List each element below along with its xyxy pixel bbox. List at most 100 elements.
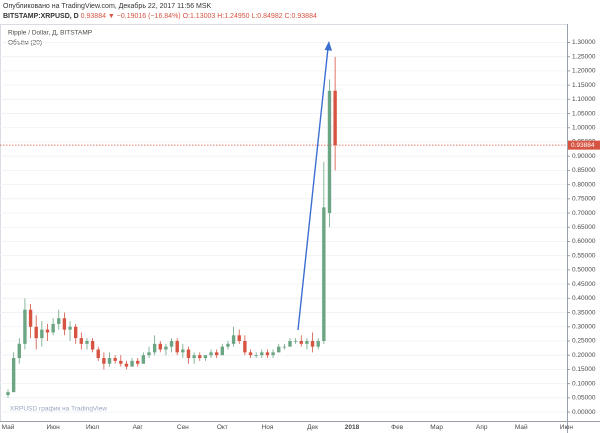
candle-body	[147, 352, 151, 356]
candle-body	[277, 346, 281, 353]
candle-body	[226, 343, 230, 347]
candle-body	[34, 326, 38, 339]
published-note: Опубликовано на TradingView.com, Декабрь…	[3, 2, 212, 10]
x-tick-label: Авг	[133, 424, 144, 431]
candle-body	[73, 326, 78, 339]
candle-body	[305, 340, 309, 344]
y-tick-label: 0.65000	[572, 224, 596, 231]
candle-body	[17, 343, 21, 359]
x-tick-label: Дек	[307, 424, 318, 431]
candle-body	[90, 340, 95, 350]
watermark: XRPUSD график на TradingView	[10, 406, 107, 413]
x-tick-label: Сен	[177, 424, 189, 431]
x-tick-label: Июл	[86, 424, 99, 431]
candle-body	[186, 349, 191, 359]
x-tick-label: Мар	[430, 424, 443, 431]
candle-body	[237, 335, 241, 341]
x-tick-label: Июн	[47, 424, 61, 431]
candle-body	[333, 90, 337, 146]
y-tick-label: 0.75000	[572, 196, 596, 203]
candle-body	[243, 340, 247, 353]
plot-layer: 0.00000 0.05000 0.10000 0.15000 0.20000 0.250…	[0, 39, 600, 431]
candle-body	[68, 326, 72, 330]
candle-body	[158, 343, 162, 350]
y-tick-label: 1.25000	[572, 53, 596, 60]
candle-body	[192, 355, 196, 359]
candle-body	[6, 392, 10, 395]
candle-body	[316, 340, 320, 347]
x-tick-label: Ноя	[262, 424, 274, 431]
candle-body	[28, 309, 33, 327]
y-tick-label: 1.20000	[572, 68, 596, 75]
candle-body	[203, 355, 208, 359]
y-tick-label: 1.10000	[572, 96, 596, 103]
candle-body	[102, 358, 106, 364]
change: 0.93884 ▼ −0.19016 (−16.84%)	[81, 13, 181, 20]
candle-body	[265, 352, 270, 356]
candle-body	[254, 355, 258, 356]
arrow-head	[324, 41, 332, 51]
y-tick-label: 0.20000	[572, 352, 596, 359]
y-tick-label: 0.00000	[572, 409, 596, 416]
candle-body	[271, 352, 275, 356]
candle-body	[260, 352, 264, 356]
y-tick-label: 0.10000	[572, 380, 596, 387]
y-tick-label: 0.85000	[572, 167, 596, 174]
candle-body	[45, 329, 50, 333]
candle-body	[282, 346, 287, 348]
candle-body	[136, 360, 140, 364]
x-tick-label: Май	[515, 423, 528, 431]
candle-body	[248, 352, 253, 356]
candle-body	[152, 343, 157, 353]
symbol: BITSTAMP:XRPUSD, D	[3, 13, 79, 20]
y-tick-label: 0.60000	[572, 238, 596, 245]
candle-body	[96, 349, 100, 359]
y-tick-label: 1.00000	[572, 124, 596, 131]
arrow-line	[297, 47, 329, 331]
x-tick-label: Фев	[391, 424, 404, 431]
y-tick-label: 0.90000	[572, 153, 596, 160]
candle-body	[164, 346, 168, 350]
candle-body	[198, 355, 202, 359]
candle-body	[169, 340, 174, 347]
candle-body	[299, 340, 303, 344]
candle-body	[220, 346, 225, 356]
ohlc: O:1.13003 H:1.24950 L:0.84982 C:0.93884	[183, 13, 317, 20]
y-tick-label: 0.35000	[572, 309, 596, 316]
trend-arrow	[297, 41, 332, 331]
candle-body	[51, 323, 55, 333]
candle-body	[79, 338, 84, 344]
y-tick-label: 0.15000	[572, 366, 596, 373]
candle-body	[124, 363, 129, 367]
y-tick-label: 0.80000	[572, 181, 596, 188]
candle-body	[293, 340, 298, 342]
y-tick-label: 0.40000	[572, 295, 596, 302]
candle-body	[214, 352, 219, 356]
candle-body	[11, 358, 16, 393]
y-tick-label: 0.55000	[572, 252, 596, 259]
candle-body	[209, 352, 213, 356]
y-tick-label: 0.05000	[572, 395, 596, 402]
candle-body	[288, 340, 292, 347]
candle-body	[119, 360, 123, 364]
candle-body	[141, 355, 146, 364]
candle-body	[231, 335, 236, 344]
candle-body	[57, 318, 61, 324]
y-tick-label: 0.45000	[572, 281, 596, 288]
candle-body	[181, 349, 185, 353]
chart-title: Ripple / Dollar, Д, BITSTAMP	[8, 30, 92, 37]
candle-body	[322, 207, 326, 341]
x-tick-label: Апр	[476, 424, 488, 431]
candle-body	[23, 309, 27, 344]
candle-body	[107, 358, 112, 364]
x-tick-label: Окт	[217, 424, 228, 431]
y-tick-label: 1.15000	[572, 82, 596, 89]
y-tick-label: 1.05000	[572, 110, 596, 117]
y-tick-label: 1.30000	[572, 39, 596, 46]
x-tick-label: Май	[2, 423, 15, 431]
last-price-label: 0.93884	[571, 142, 595, 149]
x-tick-label: 2018	[345, 424, 360, 431]
last-price-box	[568, 140, 600, 150]
